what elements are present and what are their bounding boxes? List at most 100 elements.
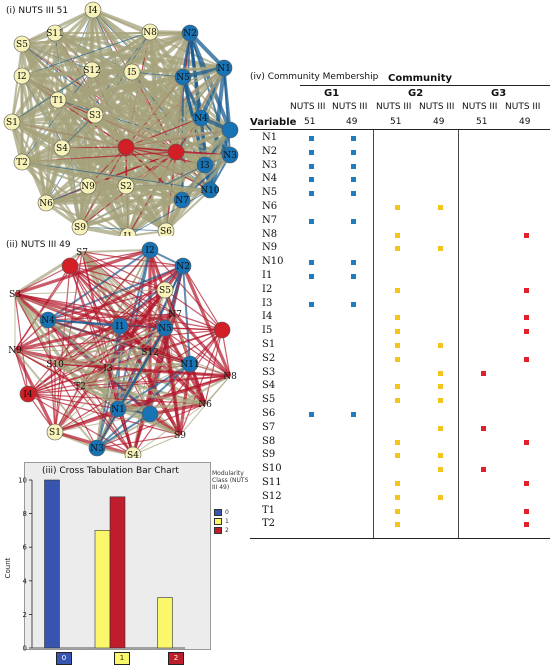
network-1-edge [21, 161, 211, 191]
nuts-col-5: NUTS III [462, 102, 498, 112]
network-2-edge [164, 289, 223, 331]
network-2-node-label: I1 [115, 322, 124, 332]
network-1-node-label: T2 [16, 158, 28, 168]
network-2-node-label: S1 [49, 428, 61, 438]
membership-marker [309, 163, 314, 169]
legend-label-0: 0 [225, 509, 229, 516]
network-1-node-label: T1 [52, 96, 64, 106]
network-2-edge [54, 327, 166, 433]
network-1-node-label: N5 [176, 73, 190, 83]
network-1-node [201, 181, 219, 199]
membership-marker [395, 356, 400, 362]
network-2-edge [96, 434, 181, 449]
row-variable-label: N8 [262, 228, 278, 240]
row-variable-label: T2 [262, 518, 276, 530]
network-1-node [3, 113, 21, 131]
membership-marker [524, 287, 529, 293]
network-2-title: (ii) NUTS III 49 [6, 240, 71, 250]
membership-marker [351, 177, 356, 183]
network-1-edge [21, 160, 206, 167]
network-1-nodes: I4 S11 S5 N8 N2 N1 I2 S12 I5 T1 N5 S1 S3 N4 S4 N3 I3 T2 N9… [3, 1, 239, 236]
network-1-node-label: S3 [89, 111, 101, 121]
row-variable-label: I4 [262, 311, 273, 323]
network-2-node [19, 385, 37, 403]
nuts-col-1: NUTS III [290, 102, 326, 112]
legend-label-2: 2 [225, 527, 229, 534]
network-1-node [167, 143, 185, 161]
network-1-node-label: N10 [200, 186, 220, 196]
network-2-edge [163, 327, 182, 436]
membership-marker [351, 301, 356, 307]
network-2-node-label: N9 [8, 346, 22, 356]
legend-item-1: 1 [214, 518, 229, 525]
network-1-edge [45, 202, 129, 236]
network-2-edge [173, 312, 232, 378]
legend-label-1: 1 [225, 518, 229, 525]
network-1-edge [124, 185, 130, 236]
membership-marker [395, 522, 400, 528]
network-1-node [117, 138, 135, 156]
row-variable-label: I3 [262, 297, 273, 309]
row-variable-label: N2 [262, 145, 278, 157]
network-1-node [141, 23, 159, 41]
row-variable-label: N1 [262, 132, 278, 143]
membership-marker [309, 274, 314, 279]
group-g1: G1 [324, 88, 340, 99]
row-variable-label: S4 [262, 380, 276, 392]
network-1-edge [21, 31, 191, 78]
network-2-edge [14, 289, 166, 295]
row-variable-label: N4 [262, 173, 278, 185]
membership-marker [395, 329, 400, 335]
network-2-edge [54, 363, 191, 433]
membership-marker [395, 494, 400, 500]
network-2-edge [54, 325, 121, 365]
membership-marker [351, 149, 356, 155]
legend-swatch-0 [214, 509, 222, 516]
network-1-node [46, 24, 64, 42]
row-variable-label: N9 [262, 242, 278, 254]
network-1-edge [57, 75, 184, 102]
y-tick-label: 2 [23, 611, 27, 619]
membership-marker [395, 287, 400, 293]
membership-marker [309, 136, 314, 141]
network-2-node-label: S5 [159, 286, 171, 296]
network-2-node-label: S10 [46, 360, 64, 370]
y-tick-label: 8 [23, 510, 27, 518]
network-2-edge [96, 413, 151, 449]
network-1-node [71, 218, 89, 236]
y-tick-label: 6 [23, 544, 28, 552]
network-2-edge [27, 367, 109, 395]
year-col-4: 49 [433, 117, 445, 127]
network-1-node [221, 121, 239, 139]
row-variable-label: I5 [262, 325, 273, 337]
network-2-node-label: S3 [9, 290, 21, 300]
network-2-node-label: S7 [76, 248, 88, 258]
y-tick-label: 0 [23, 645, 27, 653]
network-2-edge [54, 363, 134, 456]
x-category-1: 1 [114, 652, 130, 665]
network-2-edge [204, 329, 223, 405]
network-1-edge [21, 31, 191, 46]
membership-marker [309, 149, 314, 155]
network-1-node [37, 194, 55, 212]
membership-marker [438, 425, 443, 431]
network-1-edge [20, 161, 82, 228]
year-col-2: 49 [346, 117, 358, 127]
membership-marker [438, 246, 443, 252]
network-2-edge [79, 384, 181, 437]
network-1-node [123, 63, 141, 81]
network-2-node [88, 439, 106, 457]
membership-marker [309, 177, 314, 183]
network-2-edge [54, 385, 81, 433]
row-variable-label: N3 [262, 159, 278, 171]
network-1-node-label: N7 [175, 196, 189, 206]
row-variable-label: N6 [262, 201, 278, 212]
network-2-node [61, 257, 79, 275]
row-variable-label: S2 [262, 352, 276, 364]
header-rule [300, 85, 550, 86]
bar [94, 530, 111, 649]
x-category-0: 0 [56, 652, 72, 665]
membership-marker [524, 439, 529, 445]
membership-marker [524, 232, 529, 238]
membership-marker [481, 425, 486, 431]
